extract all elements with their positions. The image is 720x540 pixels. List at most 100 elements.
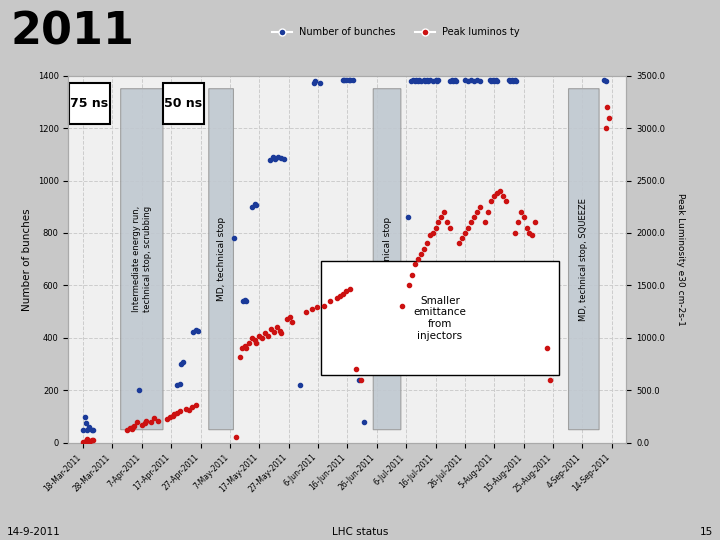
Point [343, 76, 355, 84]
Point [465, 218, 477, 227]
Point [403, 281, 415, 290]
Point [249, 336, 261, 345]
Text: MD, technical stop: MD, technical stop [382, 217, 392, 301]
Point [331, 294, 343, 302]
Point [523, 228, 535, 237]
Point [270, 154, 282, 163]
Text: Intermediate energy run,
technical stop, scrubbing: Intermediate energy run, technical stop,… [132, 206, 151, 312]
Point [167, 411, 179, 420]
Point [262, 332, 274, 340]
Point [465, 76, 477, 85]
Point [85, 437, 96, 445]
Point [132, 417, 143, 426]
Point [505, 77, 516, 85]
FancyBboxPatch shape [321, 261, 559, 375]
Point [300, 307, 312, 316]
Point [269, 327, 280, 336]
Point [462, 224, 474, 232]
Text: 2011: 2011 [10, 11, 134, 54]
Point [84, 423, 95, 431]
Point [174, 380, 186, 388]
Point [311, 303, 323, 312]
Text: 50 ns: 50 ns [164, 97, 202, 110]
Text: MD, technical stop: MD, technical stop [217, 217, 225, 301]
Point [190, 401, 202, 409]
Point [180, 405, 192, 414]
Point [485, 197, 497, 206]
Point [471, 208, 482, 217]
Point [543, 349, 554, 358]
Point [77, 426, 89, 434]
Point [174, 407, 186, 416]
Point [279, 154, 290, 163]
Point [276, 154, 287, 163]
Point [446, 76, 457, 85]
Point [449, 76, 460, 85]
Point [447, 77, 459, 85]
Point [192, 326, 203, 335]
Point [441, 218, 453, 227]
Point [164, 412, 176, 421]
FancyBboxPatch shape [163, 84, 204, 124]
Text: MD, technical stop, SQUEEZE: MD, technical stop, SQUEEZE [580, 198, 588, 321]
Y-axis label: Number of bunches: Number of bunches [22, 208, 32, 310]
Point [235, 353, 246, 361]
FancyBboxPatch shape [69, 84, 110, 124]
Point [515, 208, 526, 217]
Point [456, 234, 468, 242]
Point [246, 202, 258, 211]
Point [396, 302, 408, 310]
Point [337, 289, 348, 298]
Point [152, 416, 163, 425]
Point [413, 76, 425, 85]
Point [136, 421, 148, 429]
Point [337, 76, 348, 85]
Point [133, 386, 145, 395]
Point [415, 77, 426, 85]
Point [88, 436, 99, 444]
Point [273, 153, 284, 161]
Point [80, 419, 91, 428]
Point [358, 417, 369, 426]
Point [601, 103, 613, 111]
Point [488, 192, 500, 200]
Point [541, 344, 553, 353]
Point [598, 76, 610, 85]
Point [345, 284, 356, 293]
Text: 75 ns: 75 ns [71, 97, 109, 110]
Point [140, 416, 152, 425]
Point [436, 213, 447, 221]
Point [603, 113, 615, 122]
Point [265, 325, 276, 334]
Point [474, 202, 485, 211]
FancyBboxPatch shape [373, 89, 401, 430]
Point [427, 228, 438, 237]
Point [324, 297, 336, 306]
Point [468, 77, 480, 85]
Point [78, 438, 90, 447]
Point [495, 187, 506, 195]
FancyBboxPatch shape [569, 89, 599, 430]
Point [246, 334, 258, 342]
Point [480, 218, 491, 227]
Point [318, 302, 330, 310]
Point [444, 77, 456, 85]
Point [490, 76, 501, 85]
Point [145, 418, 156, 427]
Text: 14-9-2011: 14-9-2011 [7, 526, 61, 537]
Point [340, 76, 351, 85]
Point [354, 375, 365, 384]
Point [409, 77, 420, 85]
Point [406, 271, 418, 279]
Point [271, 323, 283, 332]
Point [125, 424, 136, 433]
Point [450, 77, 462, 85]
Point [444, 224, 456, 232]
Point [421, 239, 433, 248]
Point [256, 334, 268, 342]
Point [418, 245, 430, 253]
Point [412, 255, 423, 264]
Point [171, 409, 183, 418]
Point [240, 344, 252, 353]
Point [600, 77, 611, 85]
